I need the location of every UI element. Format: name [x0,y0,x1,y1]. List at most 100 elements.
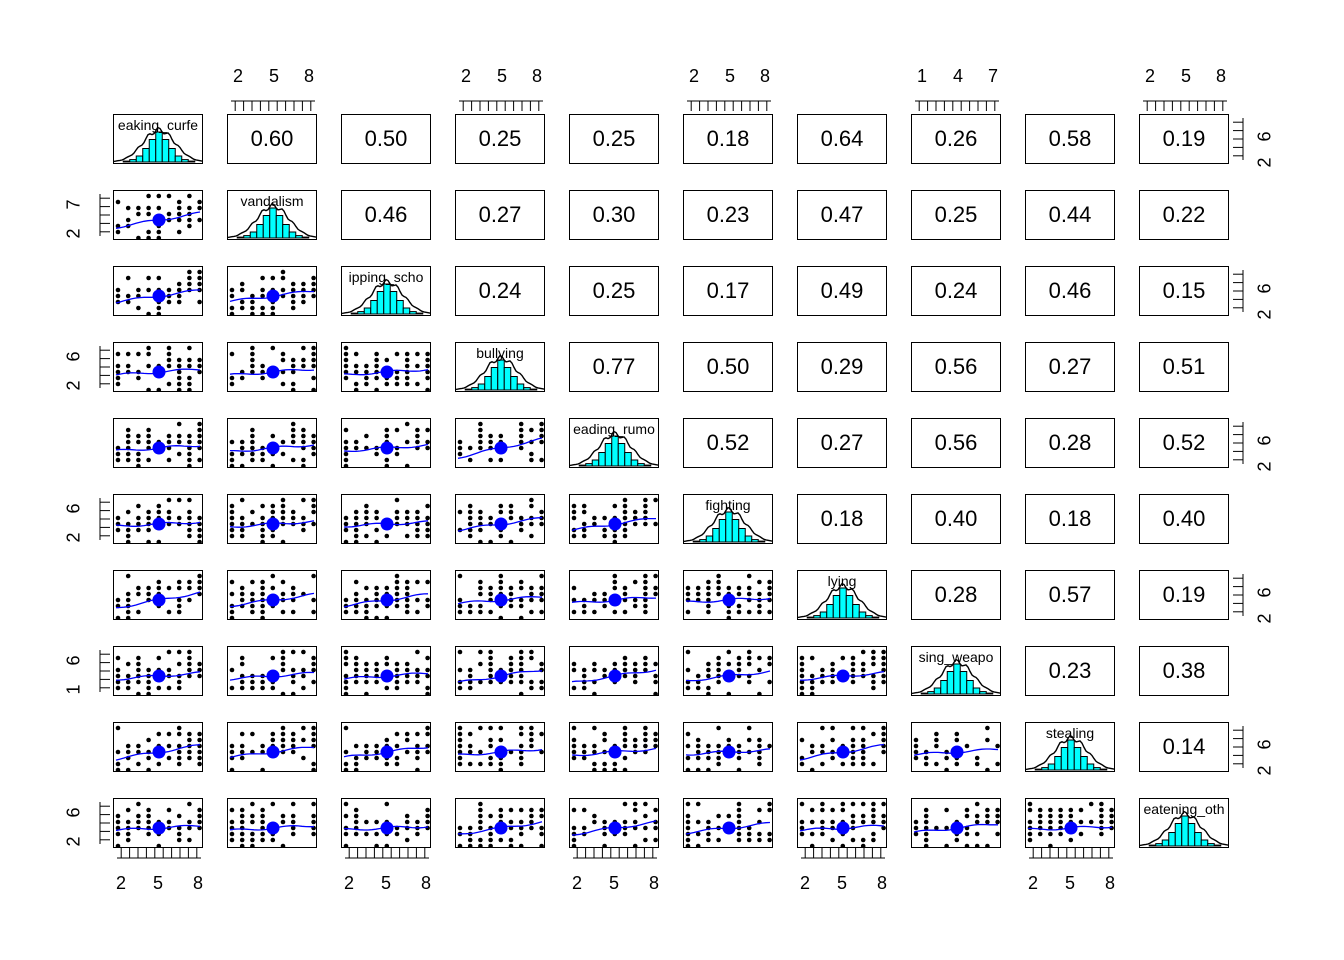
data-point [860,761,866,767]
mean-point [608,517,622,531]
data-point [518,603,524,609]
data-point [529,737,534,743]
data-point [280,381,286,387]
top-tick-label: 4 [953,66,964,86]
data-point [280,269,286,275]
data-point [498,503,504,509]
data-point [166,357,172,363]
data-point [187,801,192,807]
data-point [229,375,235,381]
data-point [270,737,276,743]
data-point [871,813,876,819]
data-point [374,527,379,533]
data-point [518,445,524,451]
data-point [280,731,286,737]
data-point [498,615,504,619]
data-point [239,533,245,539]
data-point [290,299,296,305]
data-point [197,749,202,755]
data-point [146,457,151,463]
data-point [115,831,121,837]
correlation-panel: 0.29 [797,342,887,392]
data-point [736,819,742,825]
data-point [974,755,980,761]
correlation-value: 0.25 [934,202,978,227]
data-point [374,591,379,597]
data-point [860,667,866,673]
data-point [632,819,638,825]
data-point [467,445,473,451]
data-point [197,217,202,223]
data-point [394,579,400,585]
correlation-panel: 0.28 [911,570,1001,620]
data-point [653,573,658,579]
scatter-plot [229,421,316,467]
data-point [529,503,534,509]
data-point [622,673,628,679]
data-point [571,737,577,743]
data-point [757,655,762,661]
data-point [1048,831,1053,837]
data-point [280,737,286,743]
diagonal-panel: eaking_curfe [113,114,203,164]
mean-point [152,213,166,227]
data-point [643,825,648,831]
data-point [394,509,400,515]
variable-name: bullying [476,345,524,361]
data-point [156,761,162,767]
data-point [1027,801,1033,807]
data-point [529,743,534,749]
data-point [311,831,316,837]
data-point [156,539,162,543]
data-point [187,579,192,585]
data-point [311,503,316,509]
data-point [415,509,420,515]
data-point [146,591,151,597]
data-point [799,825,805,831]
data-point [260,533,265,539]
data-point [726,585,732,591]
data-point [364,691,369,695]
data-point [270,275,276,281]
data-point [653,661,658,667]
data-point [695,585,701,591]
data-point [187,281,192,287]
data-point [508,539,514,543]
data-point [881,655,886,661]
right-tick-label: 2 [1254,765,1275,776]
data-point [508,503,514,509]
data-point [508,661,514,667]
data-point [374,843,379,847]
diagonal-panel: stealing [1025,722,1115,772]
data-point [498,585,504,591]
correlation-panel: 0.46 [341,190,431,240]
data-point [954,731,960,737]
data-point [736,807,742,813]
data-point [643,609,648,615]
density-curve [228,202,316,239]
data-point [260,679,265,685]
data-point [498,433,504,439]
data-point [457,743,463,749]
histogram-bar [187,160,196,163]
data-point [488,655,493,661]
data-point [809,685,815,691]
data-point [176,211,182,217]
data-point [136,463,141,467]
data-point [592,597,597,603]
data-point [736,667,742,673]
data-point [767,655,772,661]
data-point [923,825,929,831]
data-point [374,363,379,369]
data-point [767,679,772,685]
data-point [394,451,400,457]
data-point [539,433,544,439]
data-point [716,761,721,767]
data-point [166,345,172,351]
data-point [125,363,131,369]
top-tick-label: 1 [917,66,928,86]
data-point [622,497,628,503]
scatter-plot [571,655,658,695]
data-point [229,807,235,813]
